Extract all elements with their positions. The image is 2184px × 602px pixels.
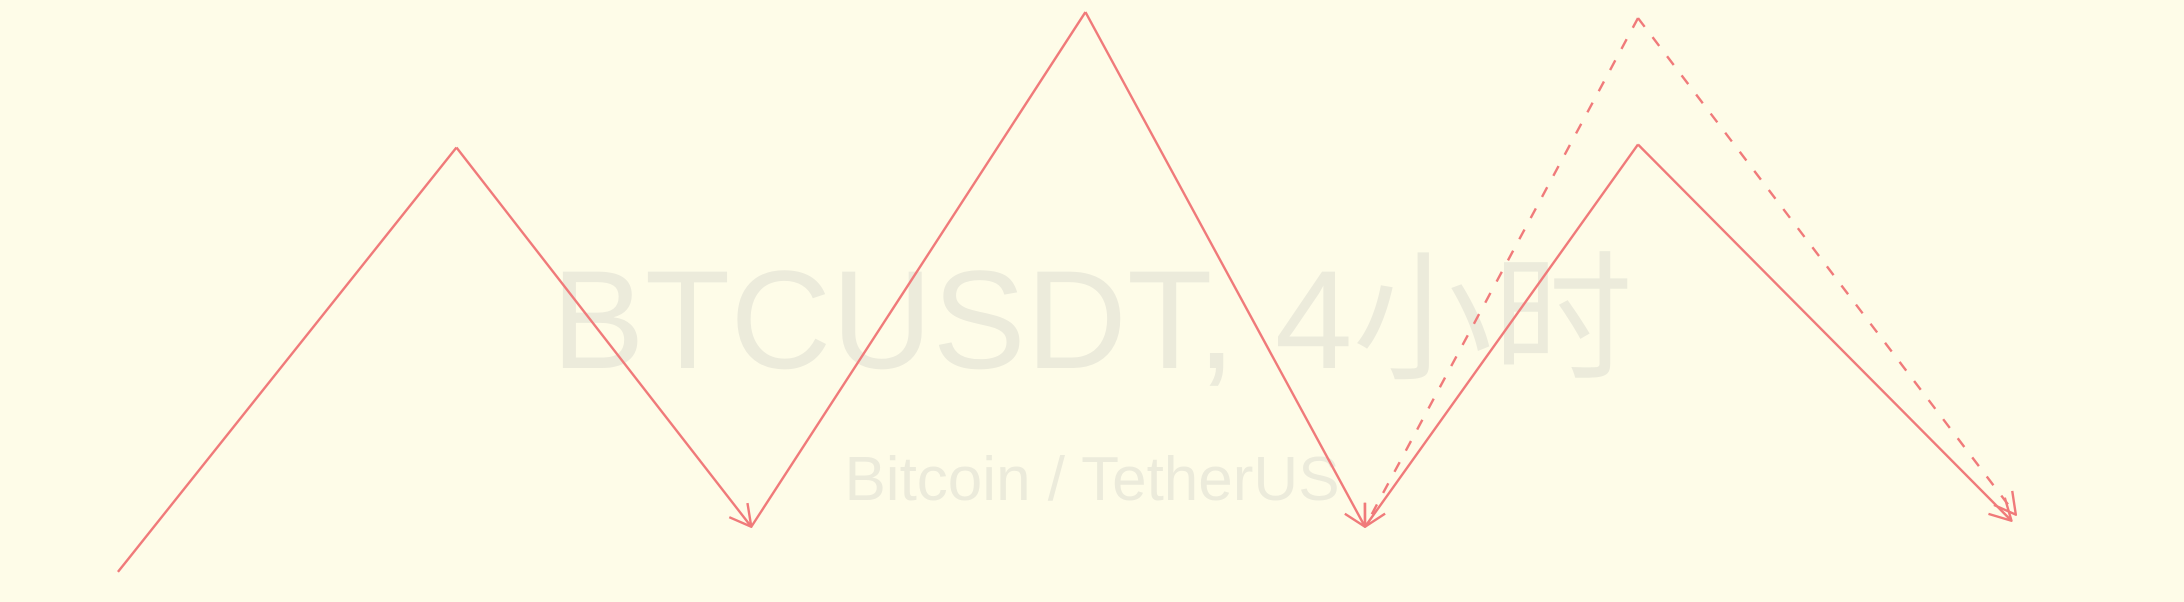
pattern-leg-5 <box>1637 143 2013 522</box>
projection-leg-7 <box>1637 17 2017 516</box>
projection-leg-6 <box>1363 17 1640 528</box>
pattern-leg-2 <box>750 11 1087 528</box>
watermark-description-text: Bitcoin / TetherUS <box>844 445 1339 514</box>
series-layer <box>116 11 2018 573</box>
pattern-leg-0 <box>116 146 458 573</box>
pattern-leg-3 <box>1084 11 1367 528</box>
pattern-leg-1 <box>455 146 753 528</box>
arrow-head-6 <box>1363 502 1386 528</box>
arrow-head-7 <box>1993 490 2018 516</box>
watermark-symbol-text: BTCUSDT, 4小时 <box>551 241 1632 398</box>
pattern-leg-4 <box>1364 143 1639 528</box>
arrow-head-5 <box>1988 497 2013 522</box>
